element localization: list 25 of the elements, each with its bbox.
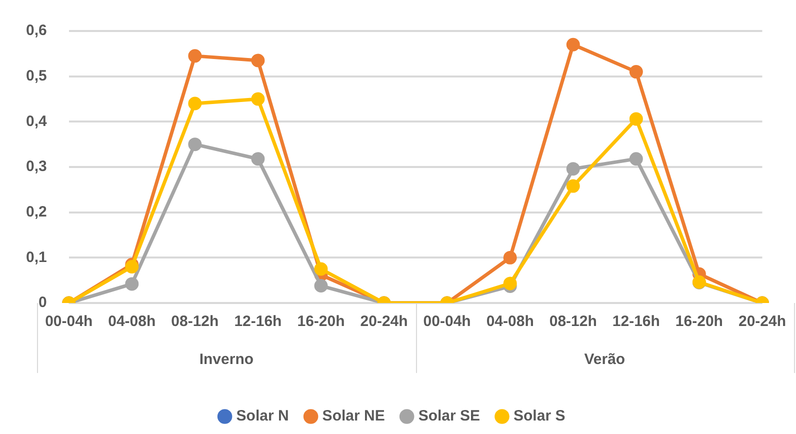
x-tick-label: 00-04h (45, 313, 93, 330)
text: Verão (584, 351, 626, 368)
legend-label: Solar NE (322, 408, 385, 425)
x-tick-label: 16-20h (297, 313, 345, 330)
text: Inverno (199, 351, 254, 368)
x-tick-label: 20-24h (360, 313, 408, 330)
x-tick-label: 00-04h (423, 313, 471, 330)
x-tick-label: 12-16h (612, 313, 660, 330)
x-tick-label: 08-12h (171, 313, 219, 330)
y-tick-label: 0,5 (26, 67, 47, 84)
legend-label: Solar N (236, 408, 289, 425)
y-tick-label: 0 (38, 294, 47, 312)
x-tick-label: 20-24h (738, 313, 786, 330)
x-tick-label: 04-08h (486, 313, 534, 330)
y-tick-label: 0,6 (26, 22, 47, 40)
legend-label: Solar S (514, 408, 566, 425)
x-tick-label: 08-12h (549, 313, 597, 330)
y-tick-label: 0,4 (26, 112, 48, 130)
y-tick-label: 0,3 (26, 158, 47, 176)
x-tick-label: 04-08h (108, 313, 156, 330)
x-tick-label: 12-16h (234, 313, 282, 330)
y-tick-label: 0,2 (26, 203, 47, 220)
x-tick-label: 16-20h (675, 313, 723, 330)
legend-label: Solar SE (418, 408, 480, 425)
y-tick-label: 0,1 (26, 248, 47, 266)
